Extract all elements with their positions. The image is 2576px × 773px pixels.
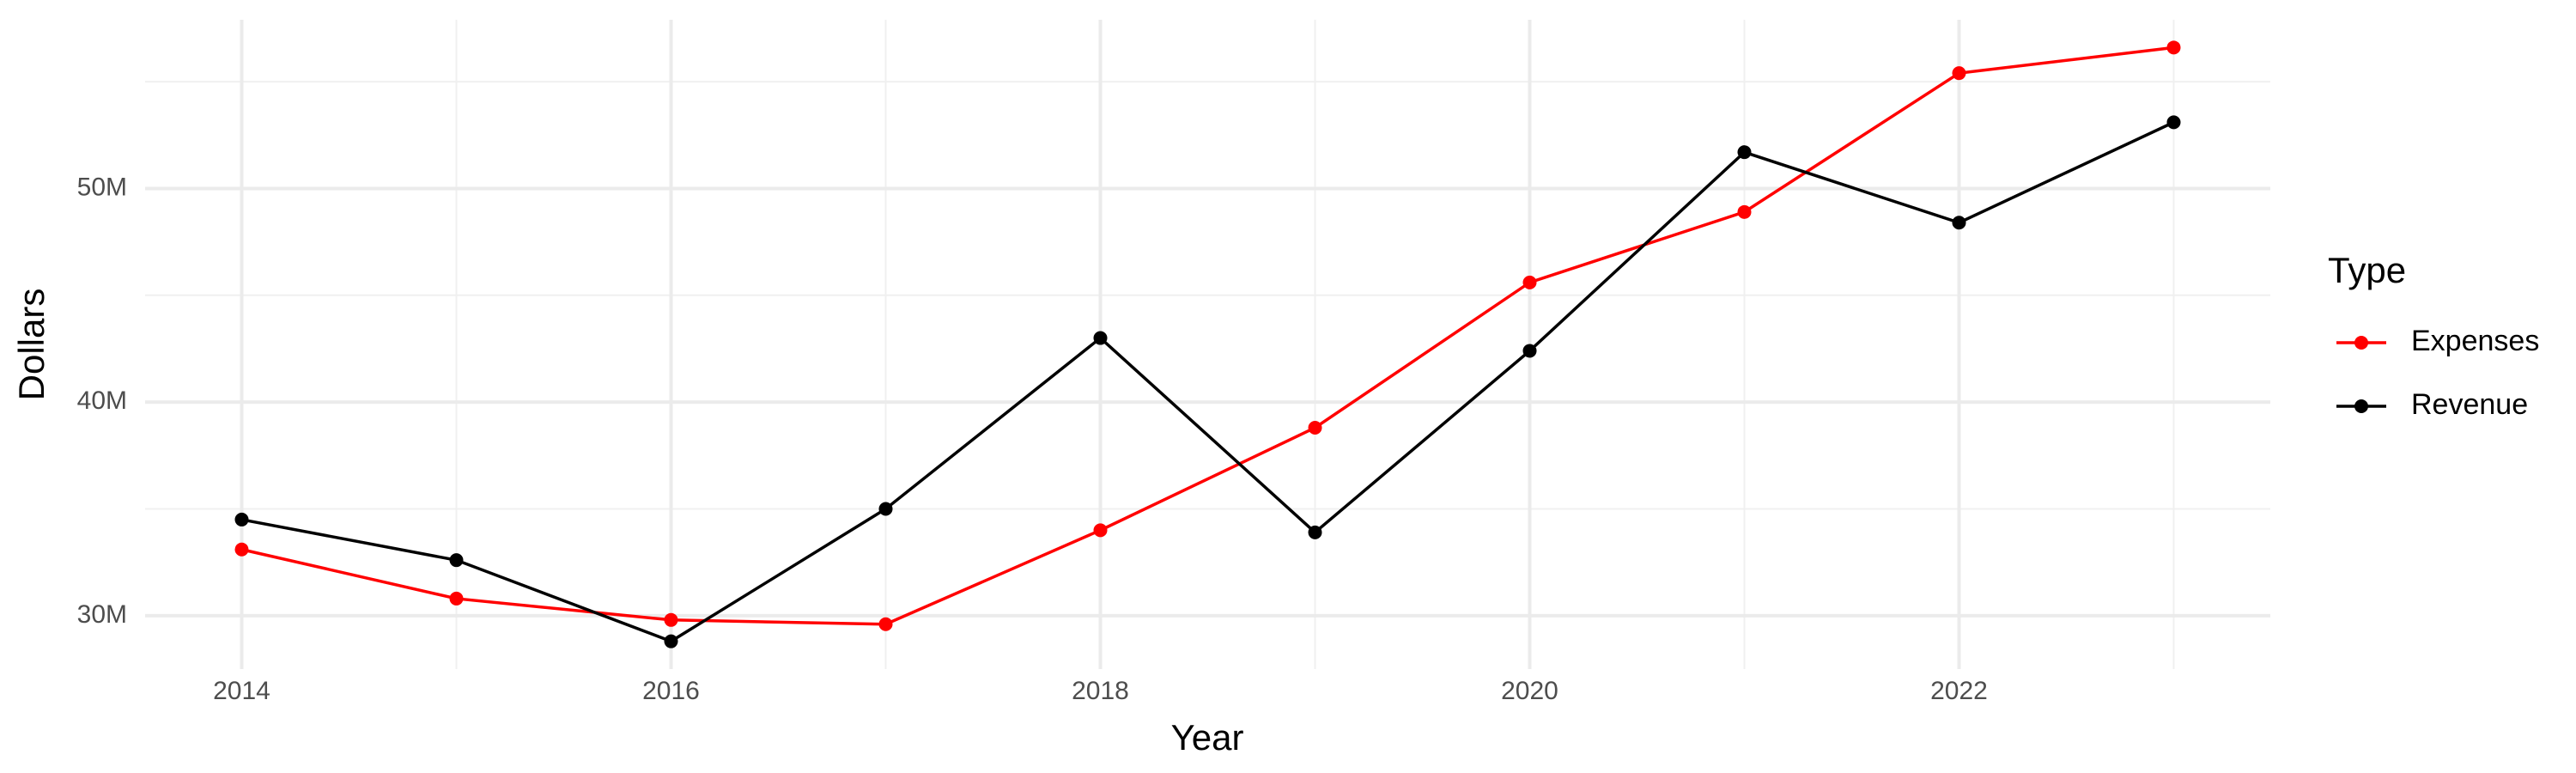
x-tick-label: 2022 bbox=[1930, 677, 1988, 705]
data-point bbox=[1522, 275, 1537, 289]
data-point bbox=[449, 553, 464, 568]
legend-label: Revenue bbox=[2411, 388, 2528, 421]
legend-marker bbox=[2354, 399, 2368, 413]
data-point bbox=[1308, 420, 1322, 435]
x-tick-label: 2014 bbox=[213, 677, 270, 705]
data-point bbox=[664, 634, 678, 648]
data-point bbox=[664, 612, 678, 627]
y-tick-label: 40M bbox=[77, 386, 127, 415]
y-tick-label: 30M bbox=[77, 600, 127, 629]
x-tick-label: 2016 bbox=[642, 677, 700, 705]
data-point bbox=[1522, 344, 1537, 358]
x-tick-label: 2018 bbox=[1072, 677, 1129, 705]
data-point bbox=[1952, 66, 1966, 81]
y-tick-label: 50M bbox=[77, 173, 127, 201]
data-point bbox=[878, 502, 893, 516]
data-point bbox=[878, 617, 893, 631]
series-line bbox=[241, 46, 2174, 626]
x-tick-label: 2020 bbox=[1501, 677, 1558, 705]
series-line bbox=[241, 120, 2175, 643]
data-point bbox=[1308, 525, 1322, 539]
data-point bbox=[1952, 216, 1966, 230]
data-point bbox=[1093, 331, 1108, 345]
data-point bbox=[449, 591, 464, 606]
data-point bbox=[1737, 145, 1752, 160]
data-point bbox=[234, 542, 249, 557]
data-point bbox=[2166, 115, 2181, 130]
data-point bbox=[234, 512, 249, 526]
legend-title: Type bbox=[2328, 250, 2406, 290]
data-point bbox=[1737, 204, 1752, 219]
legend-marker bbox=[2354, 336, 2368, 350]
data-point bbox=[2166, 40, 2181, 55]
legend-label: Expenses bbox=[2411, 325, 2539, 357]
data-point bbox=[1093, 523, 1108, 538]
x-axis-title: Year bbox=[1171, 717, 1244, 758]
y-axis-title: Dollars bbox=[11, 289, 52, 401]
